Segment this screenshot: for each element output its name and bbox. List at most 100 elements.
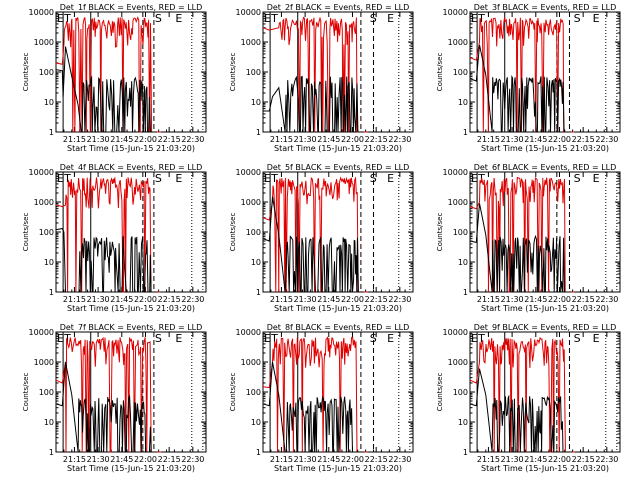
y-tick-label: 10 [44, 98, 54, 107]
y-axis-label: Counts/sec [22, 213, 30, 252]
event-marker-label: S [155, 12, 162, 25]
y-tick-label: 1000 [241, 358, 261, 367]
x-tick-label: 22:15 [158, 135, 181, 144]
detector-panel: Det_1f BLACK = Events, RED = LLD 1 10 100 10… [22, 3, 207, 153]
y-tick-label: 100 [39, 68, 54, 77]
x-tick-label: 22:30 [181, 135, 204, 144]
events-series-line [55, 46, 158, 133]
detector-panel: Det_5f BLACK = Events, RED = LLD 1 10 100 10… [229, 163, 414, 313]
x-tick-label: 21:15 [63, 455, 86, 464]
x-tick-label: 21:15 [63, 135, 86, 144]
y-tick-label: 1 [463, 288, 468, 297]
y-tick-label: 10000 [29, 328, 54, 337]
detector-panel: Det_2f BLACK = Events, RED = LLD 1 10 100 10… [229, 3, 414, 153]
x-axis-label: Start Time (15-Jun-15 21:03:20) [274, 144, 402, 153]
event-marker-label: T [63, 172, 71, 185]
y-axis-label: Counts/sec [436, 373, 444, 412]
events-series-line [263, 75, 365, 133]
x-tick-label: 22:15 [365, 455, 388, 464]
events-series-line [469, 44, 572, 133]
x-tick-label: 22:15 [365, 135, 388, 144]
event-marker-label: E [264, 332, 271, 345]
y-tick-label: 10000 [443, 8, 468, 17]
y-tick-label: 100 [39, 228, 54, 237]
event-marker-label: E [593, 172, 600, 185]
event-marker-label: E [593, 12, 600, 25]
x-tick-label: 21:30 [87, 295, 110, 304]
x-tick-label: 21:30 [87, 135, 110, 144]
x-tick-label: 22:30 [595, 455, 618, 464]
event-marker-label: E [57, 172, 64, 185]
event-marker-label: S [155, 172, 162, 185]
panel-title: Det_7f BLACK = Events, RED = LLD [60, 323, 203, 332]
event-marker-label: T [477, 172, 485, 185]
x-tick-label: 21:45 [110, 135, 133, 144]
panel-title: Det_1f BLACK = Events, RED = LLD [60, 3, 203, 12]
event-marker-label: S [370, 12, 377, 25]
x-tick-label: 22:15 [572, 295, 595, 304]
x-tick-label: 21:45 [317, 135, 340, 144]
y-tick-label: 1000 [448, 38, 468, 47]
y-tick-label: 10 [44, 418, 54, 427]
event-marker-label: T [63, 12, 71, 25]
y-tick-label: 1 [49, 288, 54, 297]
event-marker-label: S [574, 332, 581, 345]
x-tick-label: 22:15 [365, 295, 388, 304]
events-series-line [262, 361, 365, 453]
lld-series-line [469, 17, 575, 133]
y-tick-label: 100 [39, 388, 54, 397]
y-tick-label: 10000 [29, 168, 54, 177]
x-axis-label: Start Time (15-Jun-15 21:03:20) [274, 304, 402, 313]
x-axis-label: Start Time (15-Jun-15 21:03:20) [481, 304, 609, 313]
x-axis-label: Start Time (15-Jun-15 21:03:20) [274, 464, 402, 473]
y-tick-label: 1000 [34, 358, 54, 367]
y-tick-label: 1000 [448, 358, 468, 367]
y-axis-label: Counts/sec [436, 213, 444, 252]
x-tick-label: 21:15 [477, 455, 500, 464]
panel-title: Det_2f BLACK = Events, RED = LLD [267, 3, 410, 12]
x-tick-label: 21:45 [110, 295, 133, 304]
event-marker-label: T [477, 12, 485, 25]
event-marker-label: S [574, 12, 581, 25]
y-tick-label: 1 [256, 288, 261, 297]
event-marker-label: S [155, 332, 162, 345]
x-tick-label: 21:15 [270, 295, 293, 304]
detector-panel: Det_6f BLACK = Events, RED = LLD 1 10 100 10… [436, 163, 621, 313]
x-tick-label: 21:45 [110, 455, 133, 464]
y-tick-label: 1000 [448, 198, 468, 207]
event-marker-label: E [387, 172, 394, 185]
y-tick-label: 10000 [236, 328, 261, 337]
y-tick-label: 10 [458, 258, 468, 267]
y-axis-label: Counts/sec [229, 213, 237, 252]
event-marker-label: E [175, 332, 182, 345]
y-tick-label: 1000 [34, 38, 54, 47]
event-marker-label: S [370, 172, 377, 185]
event-marker-label: E [264, 12, 271, 25]
x-tick-label: 22:00 [548, 135, 571, 144]
y-axis-label: Counts/sec [229, 53, 237, 92]
y-tick-label: 1 [256, 448, 261, 457]
y-tick-label: 100 [453, 228, 468, 237]
x-tick-label: 22:00 [341, 295, 364, 304]
event-marker-label: E [387, 12, 394, 25]
y-tick-label: 1 [256, 128, 261, 137]
y-tick-label: 1 [463, 128, 468, 137]
lld-series-line [262, 16, 368, 133]
y-tick-label: 100 [453, 388, 468, 397]
y-tick-label: 100 [246, 228, 261, 237]
x-tick-label: 22:00 [134, 455, 157, 464]
x-axis-label: Start Time (15-Jun-15 21:03:20) [67, 304, 195, 313]
y-tick-label: 100 [246, 68, 261, 77]
y-tick-label: 100 [453, 68, 468, 77]
detector-panel: Det_8f BLACK = Events, RED = LLD 1 10 100 10… [229, 323, 414, 473]
event-marker-label: T [270, 332, 278, 345]
event-marker-label: E [175, 12, 182, 25]
y-tick-label: 10000 [29, 8, 54, 17]
event-marker-label: E [471, 172, 478, 185]
x-tick-label: 21:45 [524, 295, 547, 304]
event-marker-label: T [477, 332, 485, 345]
x-tick-label: 22:15 [158, 295, 181, 304]
y-tick-label: 1 [49, 448, 54, 457]
x-tick-label: 22:00 [134, 295, 157, 304]
